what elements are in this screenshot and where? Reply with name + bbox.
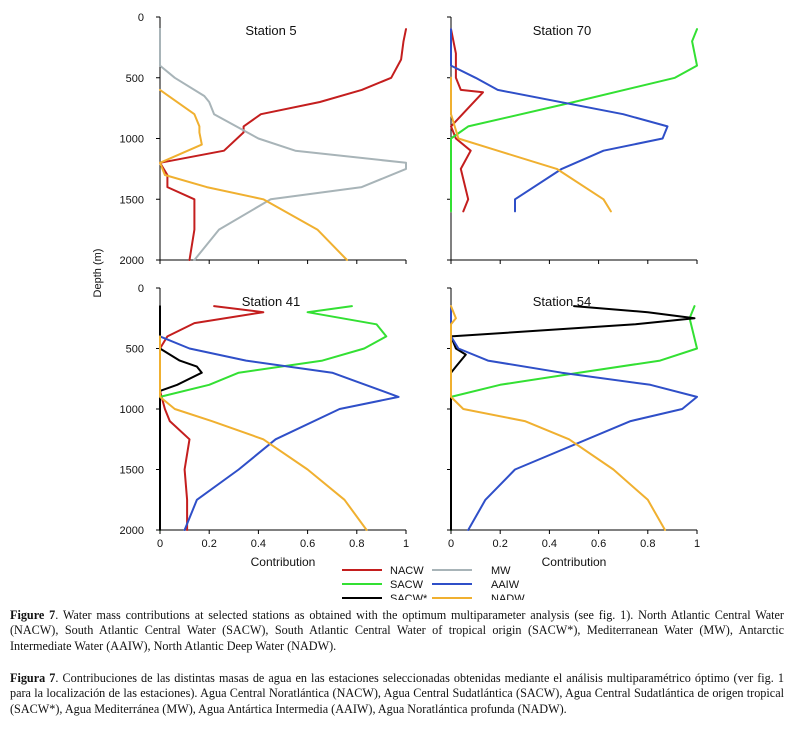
- legend-item-nadw: NADW: [432, 593, 525, 600]
- legend: NACW MW SACW AAIW SACW* NADW: [342, 565, 525, 600]
- series-line-nacw: [159, 28, 407, 261]
- series-line-sacw-star: [450, 305, 696, 531]
- x-tick-label: 0.8: [349, 538, 364, 550]
- caption-spanish-label: Figura 7: [10, 671, 56, 685]
- x-tick-label: 0.8: [640, 538, 655, 550]
- panel-station-54: 0 0.2 0.4 0.6 0.8 1 Station 54: [447, 287, 700, 550]
- figure-panels: 0 500 1000 1500 2000 Station 5 Station 70 0 500 1…: [92, 12, 701, 600]
- x-tick-label: 0.4: [251, 538, 266, 550]
- y-tick-label: 1500: [120, 194, 144, 206]
- y-tick-label: 1000: [120, 134, 144, 146]
- legend-item-mw: MW: [432, 565, 511, 577]
- panel-title: Station 41: [242, 294, 301, 309]
- x-tick-label: 0: [157, 538, 163, 550]
- legend-label: AAIW: [491, 579, 520, 591]
- legend-item-nacw: NACW: [342, 565, 424, 577]
- x-tick-label: 0.2: [493, 538, 508, 550]
- series-line-nacw: [450, 28, 484, 213]
- legend-item-sacw: SACW: [342, 579, 424, 591]
- y-tick-label: 0: [138, 283, 144, 295]
- x-tick-label: 0.6: [591, 538, 606, 550]
- legend-label: SACW*: [390, 593, 428, 600]
- series-line-sacw: [450, 305, 698, 531]
- series-line-sacw-star: [159, 305, 203, 531]
- series-line-nadw: [159, 88, 348, 261]
- series-line-nadw: [159, 335, 368, 531]
- legend-item-aaiw: AAIW: [432, 579, 520, 591]
- x-axis-label-left: Contribution: [251, 555, 316, 569]
- caption-english: Figure 7. Water mass contributions at se…: [10, 608, 784, 654]
- legend-label: NADW: [491, 593, 525, 600]
- y-tick-label: 1500: [120, 465, 144, 477]
- x-tick-label: 0: [448, 538, 454, 550]
- y-tick-label: 1000: [120, 404, 144, 416]
- series-line-sacw: [159, 305, 388, 531]
- panel-station-5: 0 500 1000 1500 2000 Station 5: [120, 12, 407, 267]
- x-axis-label-right: Contribution: [542, 555, 607, 569]
- y-tick-label: 2000: [120, 255, 144, 267]
- x-tick-label: 0.2: [202, 538, 217, 550]
- x-tick-label: 1: [403, 538, 409, 550]
- legend-label: SACW: [390, 579, 424, 591]
- panel-station-41: 0 500 1000 1500 2000 0 0.2 0.4 0.6 0.8 1 Station 41: [120, 283, 410, 550]
- x-tick-label: 1: [694, 538, 700, 550]
- y-axis-label: Depth (m): [92, 249, 104, 298]
- caption-english-label: Figure 7: [10, 608, 56, 622]
- y-tick-label: 500: [126, 73, 144, 85]
- y-tick-label: 0: [138, 12, 144, 24]
- y-tick-label: 500: [126, 344, 144, 356]
- series-line-sacw: [450, 28, 698, 213]
- panels-group: 0 500 1000 1500 2000 Station 5 Station 70 0 500 1…: [120, 12, 701, 550]
- panel-station-70: Station 70: [447, 16, 698, 264]
- legend-label: NACW: [390, 565, 424, 577]
- legend-label: MW: [491, 565, 511, 577]
- series-line-aaiw: [159, 335, 400, 531]
- series-line-mw: [159, 28, 407, 261]
- series-line-nadw: [450, 76, 612, 213]
- series-line-nadw: [450, 305, 666, 531]
- x-tick-label: 0.4: [542, 538, 557, 550]
- caption-spanish: Figura 7. Contribuciones de las distinta…: [10, 671, 784, 717]
- series-line-aaiw: [450, 28, 669, 213]
- panel-title: Station 54: [533, 294, 592, 309]
- y-tick-label: 2000: [120, 525, 144, 537]
- series-line-aaiw: [450, 305, 698, 531]
- legend-item-sacw-star: SACW*: [342, 593, 428, 600]
- caption-spanish-text: . Contribuciones de las distintas masas …: [10, 671, 784, 716]
- series-line-nacw: [159, 305, 265, 531]
- panel-title: Station 70: [533, 23, 592, 38]
- x-tick-label: 0.6: [300, 538, 315, 550]
- caption-english-text: . Water mass contributions at selected s…: [10, 608, 784, 653]
- panel-title: Station 5: [245, 23, 296, 38]
